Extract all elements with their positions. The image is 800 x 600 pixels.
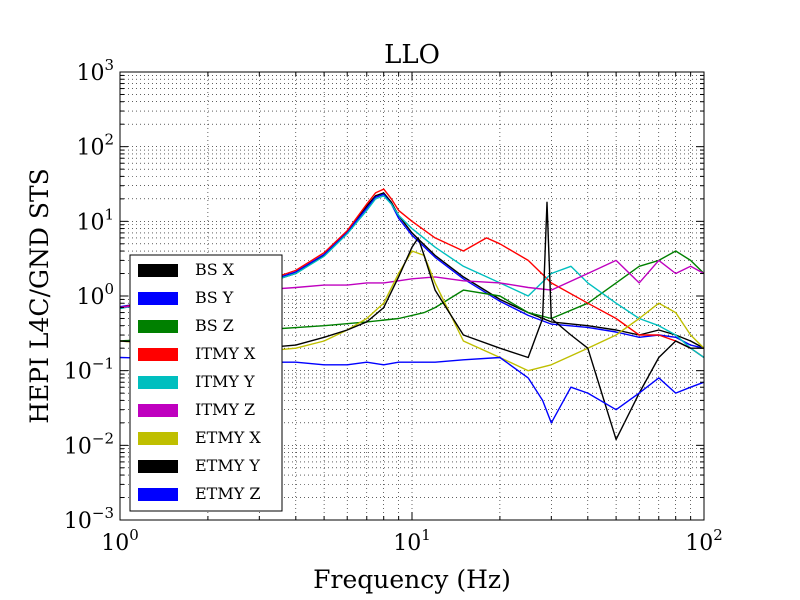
- y-axis-label: HEPI L4C/GND STS: [25, 168, 54, 424]
- series-line-5: [120, 195, 704, 359]
- chart-title: LLO: [384, 40, 440, 70]
- series-line-2: [120, 193, 704, 349]
- legend-label: BS X: [195, 260, 235, 279]
- grid-lines: [119, 72, 704, 521]
- series-line-7: [120, 250, 704, 372]
- legend-swatch: [138, 488, 178, 501]
- x-tick-label: 102: [685, 526, 723, 556]
- series-layer: [120, 188, 704, 441]
- x-tick-label: 101: [393, 526, 431, 556]
- legend-label: BS Z: [195, 316, 234, 335]
- legend-swatch: [138, 264, 178, 277]
- series-line-8: [120, 201, 704, 441]
- legend-label: ETMY Z: [195, 484, 261, 503]
- legend-label: ITMY Y: [195, 372, 255, 391]
- series-line-6: [120, 259, 704, 309]
- series-line-4: [120, 188, 704, 359]
- legend-swatch: [138, 404, 178, 417]
- x-tick-label: 100: [101, 526, 139, 556]
- series-line-3: [120, 250, 704, 342]
- tick-labels: 100 101 102 10−3 10−2 10−1 100 101 102 103: [64, 56, 723, 556]
- legend-label: BS Y: [195, 288, 234, 307]
- series-line-9: [120, 356, 704, 424]
- legend-label: ETMY Y: [195, 456, 260, 475]
- y-tick-label: 10−1: [64, 355, 114, 385]
- y-tick-label: 103: [76, 56, 114, 86]
- legend-label: ITMY X: [195, 344, 256, 363]
- legend-swatch: [138, 348, 178, 361]
- legend-swatch: [138, 460, 178, 473]
- legend-swatch: [138, 376, 178, 389]
- legend: BS X BS Y BS Z ITMY X ITMY Y ITMY Z ETMY X ETMY…: [129, 254, 283, 512]
- y-tick-label: 101: [76, 205, 114, 235]
- legend-swatch: [138, 292, 178, 305]
- legend-swatch: [138, 432, 178, 445]
- x-axis-label: Frequency (Hz): [313, 565, 511, 594]
- legend-label: ETMY X: [195, 428, 261, 447]
- y-tick-label: 10−3: [64, 504, 114, 534]
- y-tick-label: 102: [76, 131, 114, 161]
- y-tick-label: 10−2: [64, 429, 114, 459]
- legend-label: ITMY Z: [195, 400, 255, 419]
- tick-marks: [119, 72, 704, 521]
- y-tick-label: 100: [76, 280, 114, 310]
- legend-swatch: [138, 320, 178, 333]
